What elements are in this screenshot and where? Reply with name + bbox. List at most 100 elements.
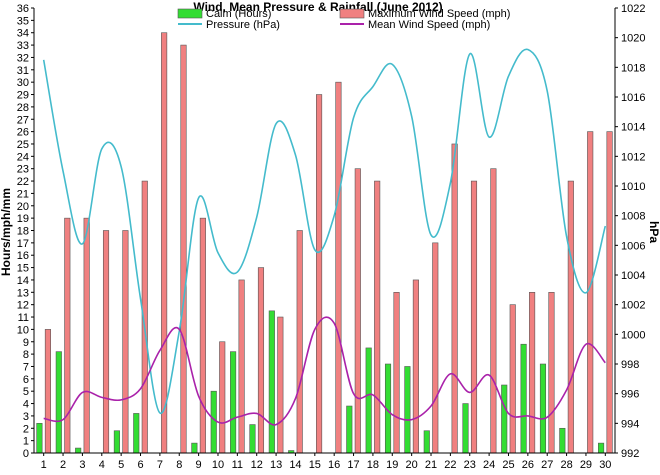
y-right-tick-label: 1004 bbox=[621, 270, 645, 282]
max-wind-bar bbox=[412, 279, 419, 454]
y-axis-right-title: hPa bbox=[647, 221, 660, 243]
x-tick-label: 13 bbox=[270, 459, 282, 471]
y-left-tick-label: 30 bbox=[17, 77, 29, 89]
x-tick-label: 1 bbox=[41, 459, 47, 471]
legend-label: Calm (Hours) bbox=[206, 8, 271, 20]
legend-item-mean-wind: Mean Wind Speed (mph) bbox=[340, 19, 490, 31]
calm-bar bbox=[191, 442, 198, 454]
x-tick-label: 3 bbox=[79, 459, 85, 471]
max-wind-bar bbox=[490, 168, 497, 454]
y-left-tick-label: 15 bbox=[17, 263, 29, 275]
calm-bar bbox=[346, 405, 353, 454]
max-wind-bar bbox=[257, 267, 265, 454]
calm-bar bbox=[423, 430, 430, 454]
y-right-tick-label: 1020 bbox=[621, 33, 645, 45]
max-wind-bar bbox=[432, 242, 439, 454]
max-wind-bar bbox=[83, 217, 90, 454]
y-left-tick-label: 10 bbox=[17, 324, 29, 336]
y-left-tick-label: 36 bbox=[17, 3, 29, 15]
x-tick-label: 11 bbox=[232, 459, 243, 471]
calm-bar bbox=[36, 423, 43, 454]
max-wind-bar bbox=[393, 292, 400, 454]
y-left-tick-label: 17 bbox=[17, 238, 29, 250]
y-right-tick-label: 1006 bbox=[621, 240, 645, 252]
y-left-tick-label: 0 bbox=[23, 448, 29, 460]
pressure-line bbox=[42, 48, 607, 414]
line-layer bbox=[42, 48, 607, 426]
calm-bar bbox=[249, 424, 256, 454]
calm-bar bbox=[113, 430, 120, 454]
max-wind-bar bbox=[354, 168, 361, 454]
x-tick-label: 19 bbox=[386, 459, 398, 471]
y-left-tick-label: 14 bbox=[17, 275, 29, 287]
y-left-tick-label: 13 bbox=[17, 287, 29, 299]
calm-bar bbox=[520, 343, 527, 454]
x-tick-label: 17 bbox=[347, 459, 359, 471]
y-right-tick-label: 992 bbox=[621, 448, 639, 460]
max-wind-bar bbox=[529, 292, 536, 454]
x-tick-label: 16 bbox=[328, 459, 340, 471]
y-left-tick-label: 19 bbox=[17, 213, 29, 225]
max-wind-bar bbox=[470, 180, 478, 454]
y-left-tick-label: 8 bbox=[23, 349, 29, 361]
calm-bar bbox=[133, 413, 140, 454]
y-right-tick-label: 1022 bbox=[621, 3, 645, 15]
legend-item-calm: Calm (Hours) bbox=[177, 8, 271, 20]
max-wind-bar bbox=[567, 180, 574, 454]
y-left-tick-label: 34 bbox=[17, 28, 29, 40]
calm-bar bbox=[75, 447, 82, 454]
x-tick-label: 12 bbox=[251, 459, 263, 471]
max-wind-bar bbox=[277, 316, 284, 454]
y-left-tick-label: 31 bbox=[17, 65, 29, 77]
x-tick-label: 23 bbox=[464, 459, 476, 471]
max-wind-bar bbox=[102, 230, 110, 454]
y-left-tick-label: 5 bbox=[23, 386, 29, 398]
y-left-tick-label: 29 bbox=[17, 90, 29, 102]
max-wind-bar bbox=[548, 292, 555, 454]
calm-bar bbox=[268, 310, 275, 454]
y-left-tick-label: 7 bbox=[23, 361, 29, 373]
y-left-tick-label: 9 bbox=[23, 337, 29, 349]
max-wind-bar bbox=[199, 217, 206, 454]
calm-bar bbox=[559, 427, 566, 454]
calm-bar bbox=[404, 366, 411, 454]
x-tick-label: 26 bbox=[522, 459, 534, 471]
max-wind-bar bbox=[335, 81, 342, 454]
x-tick-label: 24 bbox=[483, 459, 495, 471]
y-left-tick-label: 23 bbox=[17, 164, 29, 176]
y-left-tick-label: 11 bbox=[18, 312, 29, 324]
y-left-tick-label: 21 bbox=[17, 188, 29, 200]
calm-bar bbox=[598, 442, 605, 454]
y-right-tick-label: 1002 bbox=[621, 300, 645, 312]
y-left-tick-label: 33 bbox=[17, 40, 29, 52]
x-tick-label: 18 bbox=[367, 459, 379, 471]
legend-label: Pressure (hPa) bbox=[206, 19, 280, 31]
x-tick-label: 9 bbox=[196, 459, 202, 471]
calm-bar bbox=[210, 390, 217, 454]
calm-bar bbox=[539, 363, 547, 454]
calm-bar bbox=[462, 403, 469, 454]
x-tick-label: 5 bbox=[118, 459, 124, 471]
x-tick-label: 15 bbox=[309, 459, 321, 471]
y-right-tick-label: 998 bbox=[621, 359, 639, 371]
y-left-tick-label: 12 bbox=[17, 300, 29, 312]
max-wind-bar bbox=[44, 329, 51, 454]
x-tick-label: 29 bbox=[580, 459, 592, 471]
y-left-tick-label: 20 bbox=[17, 201, 29, 213]
x-tick-label: 7 bbox=[157, 459, 163, 471]
y-right-tick-label: 1012 bbox=[621, 151, 645, 163]
x-tick-label: 27 bbox=[541, 459, 553, 471]
max-wind-bar bbox=[374, 180, 381, 454]
y-left-tick-label: 2 bbox=[23, 423, 29, 435]
y-left-tick-label: 18 bbox=[17, 226, 29, 238]
y-right-tick-label: 1008 bbox=[621, 211, 645, 223]
max-wind-bar bbox=[161, 32, 168, 454]
y-left-tick-label: 1 bbox=[23, 436, 29, 448]
legend-swatch bbox=[339, 8, 365, 19]
y-right-tick-label: 1014 bbox=[621, 122, 645, 134]
y-right-tick-label: 996 bbox=[621, 389, 639, 401]
x-tick-label: 25 bbox=[502, 459, 514, 471]
max-wind-bar bbox=[219, 341, 226, 454]
calm-bar bbox=[501, 384, 508, 454]
